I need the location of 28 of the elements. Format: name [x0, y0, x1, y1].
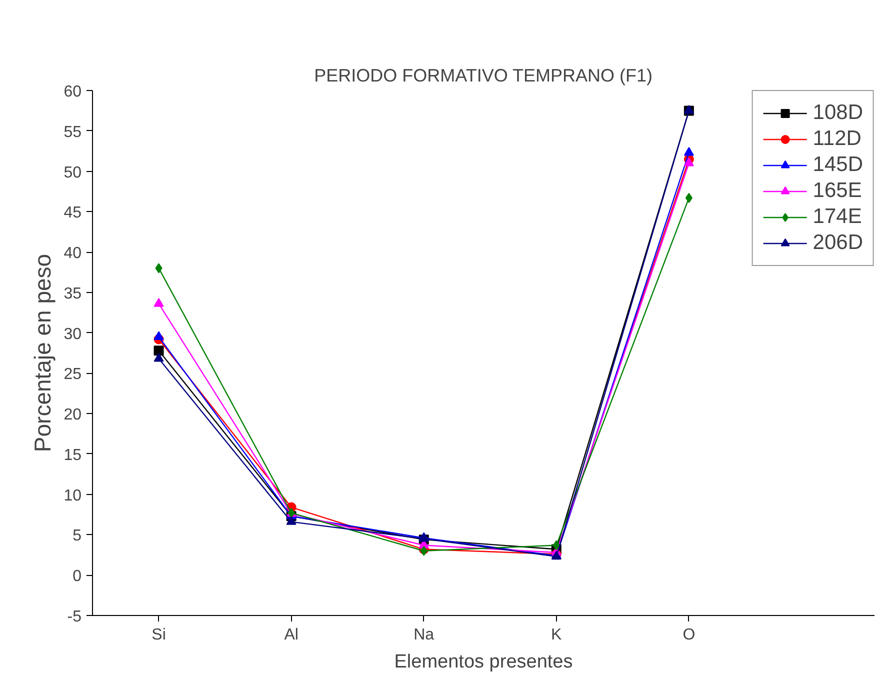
y-axis-title: Porcentaje en peso — [30, 254, 56, 452]
y-tick-label: 40 — [64, 245, 82, 262]
legend-label: 112D — [812, 127, 862, 151]
y-tick-label: 30 — [64, 326, 82, 343]
legend-label: 165E — [812, 179, 862, 203]
y-tick-label: 10 — [64, 487, 82, 504]
y-tick-label: 50 — [64, 164, 82, 182]
y-tick-label: 55 — [64, 124, 82, 141]
x-tick-label: K — [551, 626, 562, 644]
y-tick-label: 15 — [64, 446, 82, 464]
y-tick-label: -5 — [67, 608, 82, 626]
legend-label: 108D — [812, 101, 863, 125]
legend-label: 206D — [812, 231, 863, 255]
x-axis-title: Elementos presentes — [394, 652, 573, 672]
x-tick-label: Si — [152, 626, 166, 644]
y-tick-label: 45 — [64, 204, 82, 222]
y-tick-label: 60 — [64, 84, 82, 100]
x-tick-label: O — [682, 626, 696, 644]
y-tick-label: 20 — [64, 406, 82, 424]
y-tick-label: 0 — [72, 568, 82, 586]
legend-label: 145D — [812, 153, 863, 177]
legend-label: 174E — [812, 205, 862, 229]
y-tick-label: 35 — [64, 285, 82, 302]
x-tick-label: Na — [414, 626, 434, 644]
y-tick-label: 5 — [72, 528, 82, 545]
x-tick-label: Al — [284, 626, 298, 644]
y-tick-label: 25 — [64, 366, 82, 384]
chart-title: PERIODO FORMATIVO TEMPRANO (F1) — [314, 66, 653, 86]
